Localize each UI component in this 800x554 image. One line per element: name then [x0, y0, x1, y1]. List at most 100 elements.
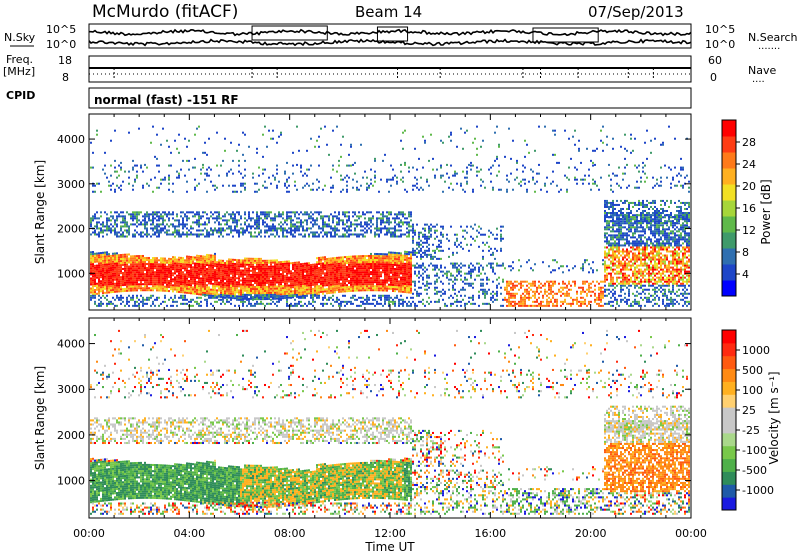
echo-cell: [174, 278, 176, 281]
echo-cell: [240, 184, 242, 187]
echo-cell: [228, 300, 230, 303]
echo-cell: [406, 281, 408, 284]
echo-cell: [314, 300, 316, 303]
echo-cell: [192, 272, 194, 275]
echo-cell: [292, 280, 294, 283]
echo-cell: [170, 151, 172, 154]
echo-cell: [178, 270, 180, 273]
echo-cell: [260, 275, 262, 278]
echo-cell: [286, 211, 288, 214]
echo-cell: [252, 267, 254, 270]
echo-cell: [116, 184, 118, 187]
echo-cell: [100, 223, 102, 226]
echo-cell: [94, 276, 96, 279]
echo-cell: [408, 289, 410, 292]
echo-cell: [302, 186, 304, 189]
echo-cell: [256, 273, 258, 276]
echo-cell: [114, 262, 116, 265]
echo-cell: [150, 213, 152, 216]
echo-cell: [92, 271, 94, 274]
echo-cell: [202, 223, 204, 226]
echo-cell: [136, 219, 138, 222]
echo-cell: [162, 300, 164, 303]
echo-cell: [422, 241, 424, 244]
echo-cell: [222, 277, 224, 280]
echo-cell: [120, 225, 122, 228]
echo-cell: [244, 261, 246, 264]
echo-cell: [214, 188, 216, 191]
echo-cell: [264, 263, 266, 266]
echo-cell: [140, 231, 142, 234]
echo-cell: [156, 257, 158, 260]
echo-cell: [148, 275, 150, 278]
echo-cell: [334, 211, 336, 214]
echo-cell: [406, 275, 408, 278]
echo-cell: [200, 300, 202, 303]
echo-cell: [322, 284, 324, 287]
echo-cell: [346, 257, 348, 260]
echo-cell: [220, 279, 222, 282]
echo-cell: [158, 235, 160, 238]
echo-cell: [342, 227, 344, 230]
echo-cell: [122, 261, 124, 264]
echo-cell: [120, 272, 122, 275]
echo-cell: [274, 225, 276, 228]
echo-cell: [360, 287, 362, 290]
echo-cell: [402, 300, 404, 303]
echo-cell: [194, 276, 196, 279]
echo-cell: [226, 172, 228, 175]
echo-cell: [406, 190, 408, 193]
echo-cell: [222, 219, 224, 222]
echo-cell: [238, 297, 240, 300]
echo-cell: [288, 266, 290, 269]
echo-cell: [260, 290, 262, 293]
echo-cell: [392, 289, 394, 292]
echo-cell: [122, 259, 124, 262]
echo-cell: [428, 264, 430, 267]
echo-cell: [150, 283, 152, 286]
echo-cell: [120, 233, 122, 236]
echo-cell: [366, 283, 368, 286]
echo-cell: [390, 257, 392, 260]
echo-cell: [178, 272, 180, 275]
echo-cell: [192, 211, 194, 214]
echo-cell: [246, 293, 248, 296]
echo-cell: [272, 293, 274, 296]
echo-cell: [402, 302, 404, 305]
echo-cell: [98, 294, 100, 297]
echo-cell: [244, 283, 246, 286]
echo-cell: [300, 166, 302, 169]
echo-cell: [306, 270, 308, 273]
echo-cell: [116, 268, 118, 271]
echo-cell: [404, 129, 406, 132]
echo-cell: [326, 290, 328, 293]
echo-cell: [374, 159, 376, 162]
echo-cell: [252, 211, 254, 214]
echo-cell: [206, 231, 208, 234]
echo-cell: [168, 261, 170, 264]
echo-cell: [286, 262, 288, 265]
echo-cell: [368, 263, 370, 266]
echo-cell: [322, 217, 324, 220]
echo-cell: [230, 258, 232, 261]
echo-cell: [120, 302, 122, 305]
echo-cell: [140, 283, 142, 286]
echo-cell: [108, 300, 110, 303]
echo-cell: [300, 277, 302, 280]
echo-cell: [102, 251, 104, 254]
echo-cell: [258, 271, 260, 274]
echo-cell: [362, 255, 364, 258]
echo-cell: [202, 285, 204, 288]
echo-cell: [346, 219, 348, 222]
echo-cell: [234, 279, 236, 282]
echo-cell: [284, 270, 286, 273]
echo-cell: [206, 292, 208, 295]
echo-cell: [172, 213, 174, 216]
echo-cell: [148, 217, 150, 220]
echo-cell: [376, 267, 378, 270]
echo-cell: [400, 298, 402, 301]
echo-cell: [160, 273, 162, 276]
echo-cell: [252, 263, 254, 266]
echo-cell: [344, 278, 346, 281]
echo-cell: [324, 184, 326, 187]
